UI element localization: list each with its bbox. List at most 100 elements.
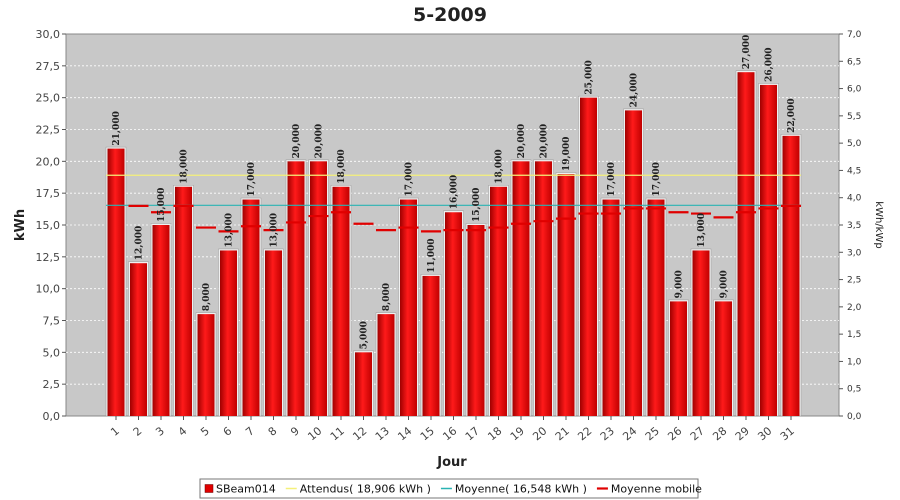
x-tick-label: 2 bbox=[131, 424, 145, 438]
bar bbox=[580, 97, 597, 417]
bar-value-label: 20,000 bbox=[517, 124, 527, 158]
y-tick-label: 30,0 bbox=[36, 28, 61, 41]
x-tick-label: 12 bbox=[350, 424, 369, 443]
bar bbox=[107, 148, 125, 416]
y2-tick-label: 6,5 bbox=[847, 57, 861, 67]
x-tick-label: 28 bbox=[710, 424, 729, 443]
y-tick-label: 25,0 bbox=[36, 92, 61, 105]
bar-value-label: 20,000 bbox=[540, 124, 550, 158]
x-tick-label: 11 bbox=[328, 424, 347, 443]
bar-value-label: 20,000 bbox=[292, 124, 302, 158]
bar-value-label: 25,000 bbox=[585, 60, 595, 94]
bar-value-label: 5,000 bbox=[360, 321, 370, 349]
bar bbox=[692, 250, 710, 416]
bar-value-label: 12,000 bbox=[135, 226, 145, 260]
x-axis-title: Jour bbox=[436, 455, 467, 470]
legend-label: SBeam014 bbox=[216, 483, 276, 496]
x-tick-label: 31 bbox=[778, 424, 797, 443]
y-tick-label: 22,5 bbox=[36, 124, 61, 137]
legend-label: Moyenne( 16,548 kWh ) bbox=[455, 483, 587, 496]
chart-title: 5-2009 bbox=[413, 4, 487, 26]
x-tick-label: 17 bbox=[463, 424, 482, 443]
x-tick-label: 27 bbox=[688, 424, 707, 443]
y2-tick-label: 0,5 bbox=[847, 385, 861, 395]
bar bbox=[647, 199, 665, 416]
bar bbox=[602, 199, 620, 416]
y2-tick-label: 6,0 bbox=[847, 85, 862, 95]
bar bbox=[265, 250, 282, 416]
x-tick-label: 26 bbox=[665, 424, 684, 443]
legend-label: Attendus( 18,906 kWh ) bbox=[300, 483, 431, 496]
y2-axis-title: kWh/kWp bbox=[873, 201, 884, 248]
bar bbox=[512, 161, 530, 416]
x-tick-label: 3 bbox=[153, 424, 167, 438]
y-axis-title: kWh bbox=[13, 209, 28, 241]
y2-tick-label: 2,5 bbox=[847, 276, 861, 286]
bar bbox=[737, 72, 755, 416]
x-tick-label: 20 bbox=[530, 424, 549, 443]
x-tick-label: 10 bbox=[305, 424, 324, 443]
bar bbox=[130, 263, 147, 416]
x-tick-label: 21 bbox=[553, 424, 572, 443]
y-tick-label: 10,0 bbox=[36, 283, 61, 296]
bar-value-label: 20,000 bbox=[315, 124, 325, 158]
y-tick-label: 5,0 bbox=[43, 346, 61, 359]
y2-tick-label: 0,0 bbox=[847, 412, 862, 422]
x-tick-label: 1 bbox=[108, 424, 122, 438]
bar-value-label: 15,000 bbox=[157, 188, 167, 222]
bar bbox=[670, 301, 687, 416]
x-tick-label: 16 bbox=[440, 424, 459, 443]
bar bbox=[535, 161, 552, 416]
x-tick-label: 5 bbox=[198, 424, 212, 438]
x-tick-label: 9 bbox=[288, 424, 302, 438]
y-tick-label: 2,5 bbox=[43, 378, 61, 391]
y2-tick-label: 3,0 bbox=[847, 248, 862, 258]
y2-tick-label: 3,5 bbox=[847, 221, 861, 231]
bar bbox=[467, 225, 485, 416]
x-tick-label: 4 bbox=[176, 424, 190, 438]
bar-value-label: 17,000 bbox=[652, 162, 662, 196]
bar-value-label: 18,000 bbox=[180, 149, 190, 183]
bar bbox=[625, 110, 642, 417]
y2-tick-label: 4,5 bbox=[847, 166, 861, 176]
legend-swatch bbox=[204, 484, 214, 493]
bar bbox=[310, 161, 327, 416]
bar bbox=[220, 250, 237, 416]
bar bbox=[197, 314, 215, 416]
y-tick-label: 20,0 bbox=[36, 155, 61, 168]
y-axis-right: 0,0 0,5 1,0 1,5 2,0 2,5 3,0 3,5 4,0 4,5 5,0 5,5 6,0 6… bbox=[839, 30, 862, 422]
bar-value-label: 17,000 bbox=[607, 162, 617, 196]
bar-value-label: 16,000 bbox=[450, 175, 460, 209]
bar bbox=[445, 212, 462, 416]
bar bbox=[557, 174, 575, 416]
x-tick-label: 15 bbox=[418, 424, 437, 443]
bar-value-label: 11,000 bbox=[427, 238, 437, 272]
x-tick-label: 24 bbox=[620, 424, 639, 443]
bar-value-label: 27,000 bbox=[742, 35, 752, 69]
y-tick-label: 17,5 bbox=[36, 187, 61, 200]
bar-value-label: 22,000 bbox=[787, 98, 797, 132]
x-tick-label: 25 bbox=[643, 424, 662, 443]
y-tick-label: 15,0 bbox=[36, 219, 61, 232]
bar-value-label: 15,000 bbox=[472, 188, 482, 222]
bar-value-label: 8,000 bbox=[202, 283, 212, 311]
y-tick-label: 7,5 bbox=[43, 315, 61, 328]
x-axis: 1 2 3 4 5 6 7 8 9 10 11 12 13 14 15 16 17 18 19 20 21 22 23 24 2… bbox=[108, 416, 797, 443]
x-tick-label: 19 bbox=[508, 424, 527, 443]
bar-value-label: 18,000 bbox=[495, 149, 505, 183]
bar bbox=[377, 314, 395, 416]
line-series bbox=[106, 174, 801, 233]
bar-value-label: 13,000 bbox=[225, 213, 235, 247]
y-axis-left: 0,0 2,5 5,0 7,5 10,0 12,5 15,0 17,5 20,0 22,5 25,0… bbox=[36, 28, 66, 423]
y2-tick-label: 1,5 bbox=[847, 330, 861, 340]
y-tick-label: 27,5 bbox=[36, 60, 61, 73]
y-tick-label: 12,5 bbox=[36, 251, 61, 264]
x-tick-label: 29 bbox=[733, 424, 752, 443]
x-tick-label: 7 bbox=[243, 424, 257, 438]
bar-value-label: 26,000 bbox=[765, 47, 775, 81]
bar-value-label: 21,000 bbox=[112, 111, 122, 145]
x-tick-label: 14 bbox=[395, 424, 414, 443]
y2-tick-label: 4,0 bbox=[847, 194, 862, 204]
y-tick-label: 0,0 bbox=[43, 410, 61, 423]
